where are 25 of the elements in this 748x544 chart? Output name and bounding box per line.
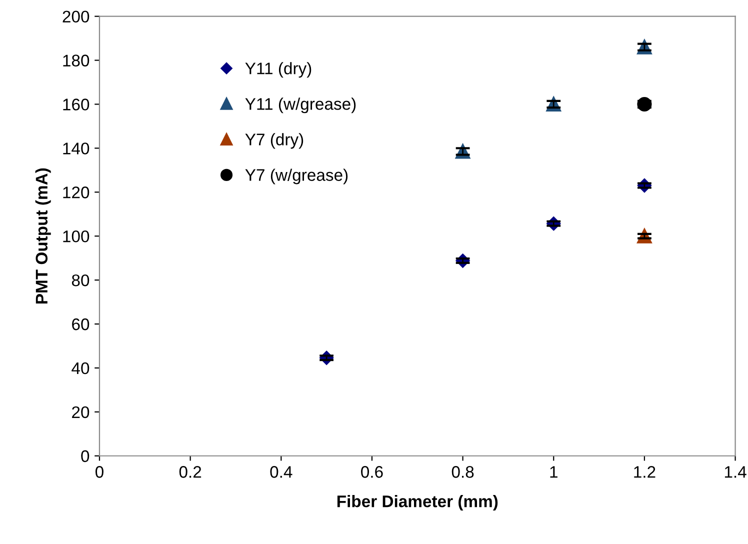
legend-label: Y11 (w/grease)	[245, 98, 356, 114]
legend-label: Y7 (w/grease)	[245, 168, 348, 184]
legend-label: Y11 (dry)	[245, 62, 312, 78]
y-axis-title: PMT Output (mA)	[35, 168, 51, 304]
y-tick-label: 0	[81, 450, 90, 462]
y-tick-label: 60	[72, 318, 90, 330]
x-tick-label: 0.2	[179, 466, 202, 478]
legend-label: Y7 (dry)	[245, 133, 304, 149]
x-tick-label: 0	[96, 466, 104, 478]
x-tick-label: 0.6	[361, 466, 383, 478]
x-axis-title: Fiber Diameter (mm)	[337, 495, 498, 511]
y-tick-label: 180	[63, 54, 90, 66]
y-tick-label: 200	[62, 10, 90, 23]
x-tick-label: 1.4	[724, 466, 746, 478]
x-tick-label: 1	[550, 466, 558, 478]
x-tick-label: 1.2	[634, 466, 656, 478]
y-tick-label: 120	[63, 186, 90, 198]
y-tick-label: 40	[72, 362, 90, 374]
y-tick-label: 140	[63, 142, 90, 154]
y-tick-label: 80	[72, 274, 90, 286]
y-tick-label: 160	[63, 98, 90, 110]
y-tick-label: 100	[63, 230, 90, 242]
y-tick-label: 20	[72, 406, 90, 418]
x-tick-label: 0.4	[270, 466, 292, 478]
x-tick-label: 0.8	[452, 466, 474, 478]
